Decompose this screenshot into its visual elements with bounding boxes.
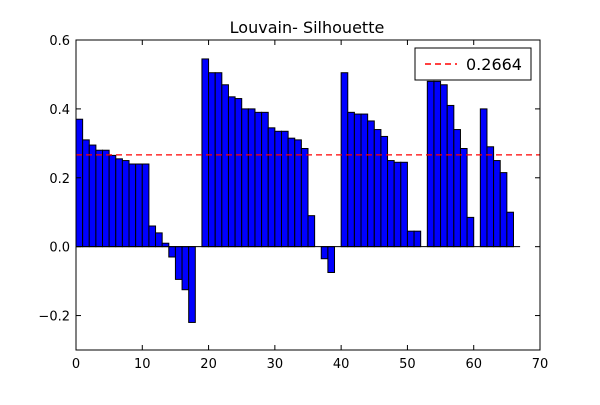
bar <box>367 120 375 248</box>
x-tick-label: 20 <box>200 357 217 372</box>
bar <box>214 72 223 248</box>
bar <box>327 246 336 274</box>
bar <box>353 113 362 248</box>
bar <box>102 149 110 248</box>
bar <box>254 111 263 248</box>
bar <box>168 246 176 258</box>
bar <box>174 246 183 280</box>
bar <box>479 108 488 248</box>
bar <box>141 163 150 248</box>
chart-title: Louvain- Silhouette <box>230 18 385 37</box>
bar <box>440 84 448 248</box>
legend-label: 0.2664 <box>466 55 522 74</box>
bar <box>208 72 216 248</box>
bar <box>181 246 190 291</box>
bar <box>135 163 143 248</box>
bar <box>247 108 256 248</box>
bar <box>340 72 349 248</box>
y-tick-label: 0.2 <box>49 172 70 187</box>
bar <box>320 246 329 260</box>
bar <box>261 111 269 248</box>
x-tick-label: 60 <box>465 357 482 372</box>
bar <box>88 144 97 248</box>
bar <box>241 108 249 248</box>
bar <box>82 139 90 248</box>
bar <box>221 84 229 248</box>
bar <box>347 111 355 248</box>
x-tick-label: 30 <box>267 357 284 372</box>
x-axis-ticks: 0 10 20 30 40 50 60 70 <box>72 40 548 372</box>
legend: 0.2664 <box>414 47 532 81</box>
bar <box>280 130 289 248</box>
bar <box>453 129 461 248</box>
bar <box>506 211 514 248</box>
bar <box>234 98 243 248</box>
bar <box>201 58 210 248</box>
bar <box>387 160 395 248</box>
bar <box>393 161 402 248</box>
x-tick-label: 10 <box>134 357 151 372</box>
bar <box>128 163 137 248</box>
bar <box>380 135 389 248</box>
bar <box>148 225 157 248</box>
x-tick-label: 0 <box>72 357 80 372</box>
x-tick-label: 40 <box>333 357 350 372</box>
bar <box>95 149 104 248</box>
bar <box>115 158 123 248</box>
bar <box>307 215 316 248</box>
y-tick-label: −0.2 <box>38 310 70 325</box>
x-tick-label: 70 <box>532 357 549 372</box>
y-tick-label: 0.4 <box>49 103 70 118</box>
bar <box>294 139 302 248</box>
bar <box>274 130 282 248</box>
bar <box>413 230 422 248</box>
bar <box>75 118 84 248</box>
y-tick-label: 0.6 <box>49 34 70 49</box>
plot-frame <box>75 39 541 351</box>
bar <box>499 172 508 248</box>
bar <box>161 242 170 248</box>
bar <box>493 160 501 248</box>
bar <box>446 104 455 248</box>
bar <box>400 161 408 248</box>
bar <box>433 80 442 248</box>
bar <box>267 127 276 248</box>
bar <box>155 232 163 248</box>
y-axis-ticks: −0.2 0.0 0.2 0.4 0.6 <box>38 34 540 325</box>
x-tick-label: 50 <box>399 357 416 372</box>
bar <box>426 80 435 248</box>
legend-frame <box>414 47 532 81</box>
bar <box>486 146 495 248</box>
bar <box>459 148 468 248</box>
bar <box>121 160 130 248</box>
bar <box>360 113 369 248</box>
bar <box>108 154 117 248</box>
y-tick-label: 0.0 <box>49 241 70 256</box>
bar <box>373 129 382 248</box>
bar <box>466 216 475 248</box>
bar <box>188 246 196 323</box>
bar <box>300 148 309 248</box>
bar <box>227 96 236 248</box>
bars-layer <box>75 58 514 323</box>
bar <box>406 230 415 248</box>
